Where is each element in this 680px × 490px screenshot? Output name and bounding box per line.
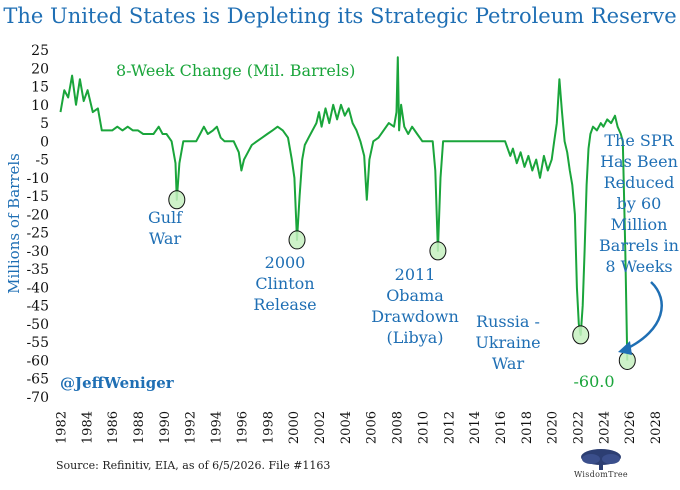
event-label: Clinton xyxy=(255,274,314,293)
y-tick-label: 0 xyxy=(40,134,49,150)
logo-text: WisdomTree xyxy=(574,470,628,479)
x-tick-label: 1992 xyxy=(184,411,199,444)
x-tick-label: 1984 xyxy=(80,411,95,444)
y-axis-label: Millions of Barrels xyxy=(5,153,23,294)
x-tick-label: 2014 xyxy=(468,411,483,444)
x-tick-label: 1982 xyxy=(54,411,69,444)
y-tick-label: -5 xyxy=(35,153,49,169)
event-marker xyxy=(288,230,306,250)
event-marker xyxy=(572,325,590,345)
callout-label: by 60 xyxy=(617,194,662,213)
x-tick-label: 2006 xyxy=(365,411,380,444)
x-tick-label: 2024 xyxy=(597,411,612,444)
x-tick-label: 1986 xyxy=(106,411,121,444)
y-tick-label: -45 xyxy=(26,299,49,315)
event-label: War xyxy=(492,354,525,373)
legend-label: 8-Week Change (Mil. Barrels) xyxy=(116,61,355,80)
wisdomtree-logo: WisdomTree xyxy=(563,448,639,482)
x-tick-label: 1996 xyxy=(235,411,250,444)
event-label: 2000 xyxy=(265,253,306,272)
chart-title: The United States is Depleting its Strat… xyxy=(3,4,677,28)
callout-label: Million xyxy=(611,215,668,234)
event-marker xyxy=(429,241,447,261)
y-tick-label: -10 xyxy=(26,171,49,187)
callout-label: Barrels in xyxy=(599,236,679,255)
y-tick-label: -60 xyxy=(26,353,49,369)
x-tick-label: 2012 xyxy=(442,411,457,444)
arrow-head xyxy=(618,341,632,355)
x-tick-label: 2016 xyxy=(494,411,509,444)
event-label: Drawdown xyxy=(371,307,459,326)
event-label: Release xyxy=(253,295,316,314)
callout-label: The SPR xyxy=(604,131,674,150)
callout-arrow xyxy=(625,281,663,351)
y-tick-label: 10 xyxy=(31,98,49,114)
callout-label: 8 Weeks xyxy=(605,257,672,276)
y-tick-label: 25 xyxy=(31,43,49,59)
y-tick-label: -55 xyxy=(26,335,49,351)
tree-icon xyxy=(581,449,621,470)
callout-label: Reduced xyxy=(604,173,675,192)
x-tick-label: 1988 xyxy=(132,411,147,444)
y-tick-label: -20 xyxy=(26,207,49,223)
y-tick-label: -50 xyxy=(26,317,49,333)
series-line xyxy=(59,56,629,361)
author-handle: @JeffWeniger xyxy=(60,374,175,392)
x-tick-label: 2010 xyxy=(416,411,431,444)
event-marker xyxy=(168,190,186,210)
source-note: Source: Refinitiv, EIA, as of 6/5/2026. … xyxy=(56,459,331,472)
event-label: -60.0 xyxy=(573,372,614,391)
event-label: Russia - xyxy=(476,312,540,331)
event-label: War xyxy=(149,229,182,248)
event-label: Ukraine xyxy=(475,333,540,352)
x-tick-label: 2026 xyxy=(623,411,638,444)
y-tick-label: -40 xyxy=(26,280,49,296)
x-tick-label: 2018 xyxy=(520,411,535,444)
y-tick-label: -30 xyxy=(26,244,49,260)
event-marker xyxy=(618,350,636,370)
y-tick-label: -35 xyxy=(26,262,49,278)
x-tick-label: 1998 xyxy=(261,411,276,444)
x-tick-label: 1990 xyxy=(158,411,173,444)
y-tick-label: 5 xyxy=(40,116,49,132)
event-label: Obama xyxy=(386,286,444,305)
x-tick-label: 2022 xyxy=(572,411,587,444)
event-label: Gulf xyxy=(148,208,183,227)
y-tick-label: 15 xyxy=(31,80,49,96)
event-label: 2011 xyxy=(395,265,436,284)
callout-label: Has Been xyxy=(600,152,678,171)
x-tick-label: 2004 xyxy=(339,411,354,444)
x-tick-label: 2008 xyxy=(391,411,406,444)
x-tick-label: 2020 xyxy=(546,411,561,444)
y-tick-label: -15 xyxy=(26,189,49,205)
x-tick-label: 2028 xyxy=(649,411,664,444)
y-tick-label: -65 xyxy=(26,372,49,388)
event-label: (Libya) xyxy=(386,328,443,347)
x-tick-label: 2000 xyxy=(287,411,302,444)
y-tick-label: -70 xyxy=(26,390,49,406)
y-tick-label: -25 xyxy=(26,226,49,242)
y-tick-label: 20 xyxy=(31,61,49,77)
x-tick-label: 1994 xyxy=(210,411,225,444)
x-tick-label: 2002 xyxy=(313,411,328,444)
